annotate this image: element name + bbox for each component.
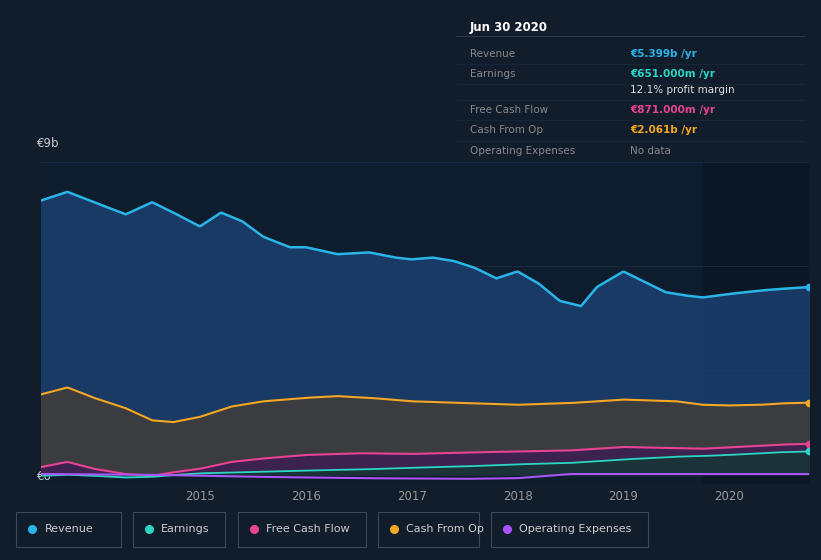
Text: Operating Expenses: Operating Expenses [519, 524, 631, 534]
Text: Free Cash Flow: Free Cash Flow [470, 105, 548, 115]
Text: Cash From Op: Cash From Op [406, 524, 484, 534]
Text: Revenue: Revenue [470, 49, 515, 59]
Text: Earnings: Earnings [470, 69, 515, 79]
Text: Operating Expenses: Operating Expenses [470, 146, 575, 156]
Text: No data: No data [631, 146, 671, 156]
Text: 12.1% profit margin: 12.1% profit margin [631, 85, 735, 95]
Text: Revenue: Revenue [44, 524, 93, 534]
Text: Free Cash Flow: Free Cash Flow [266, 524, 349, 534]
Text: €871.000m /yr: €871.000m /yr [631, 105, 715, 115]
Text: Jun 30 2020: Jun 30 2020 [470, 21, 548, 34]
Text: €2.061b /yr: €2.061b /yr [631, 125, 697, 136]
Text: €0: €0 [37, 470, 52, 483]
Text: Cash From Op: Cash From Op [470, 125, 543, 136]
Text: €5.399b /yr: €5.399b /yr [631, 49, 697, 59]
Text: Earnings: Earnings [161, 524, 209, 534]
Text: €651.000m /yr: €651.000m /yr [631, 69, 715, 79]
Text: €9b: €9b [37, 137, 60, 150]
Bar [703, 162, 809, 484]
